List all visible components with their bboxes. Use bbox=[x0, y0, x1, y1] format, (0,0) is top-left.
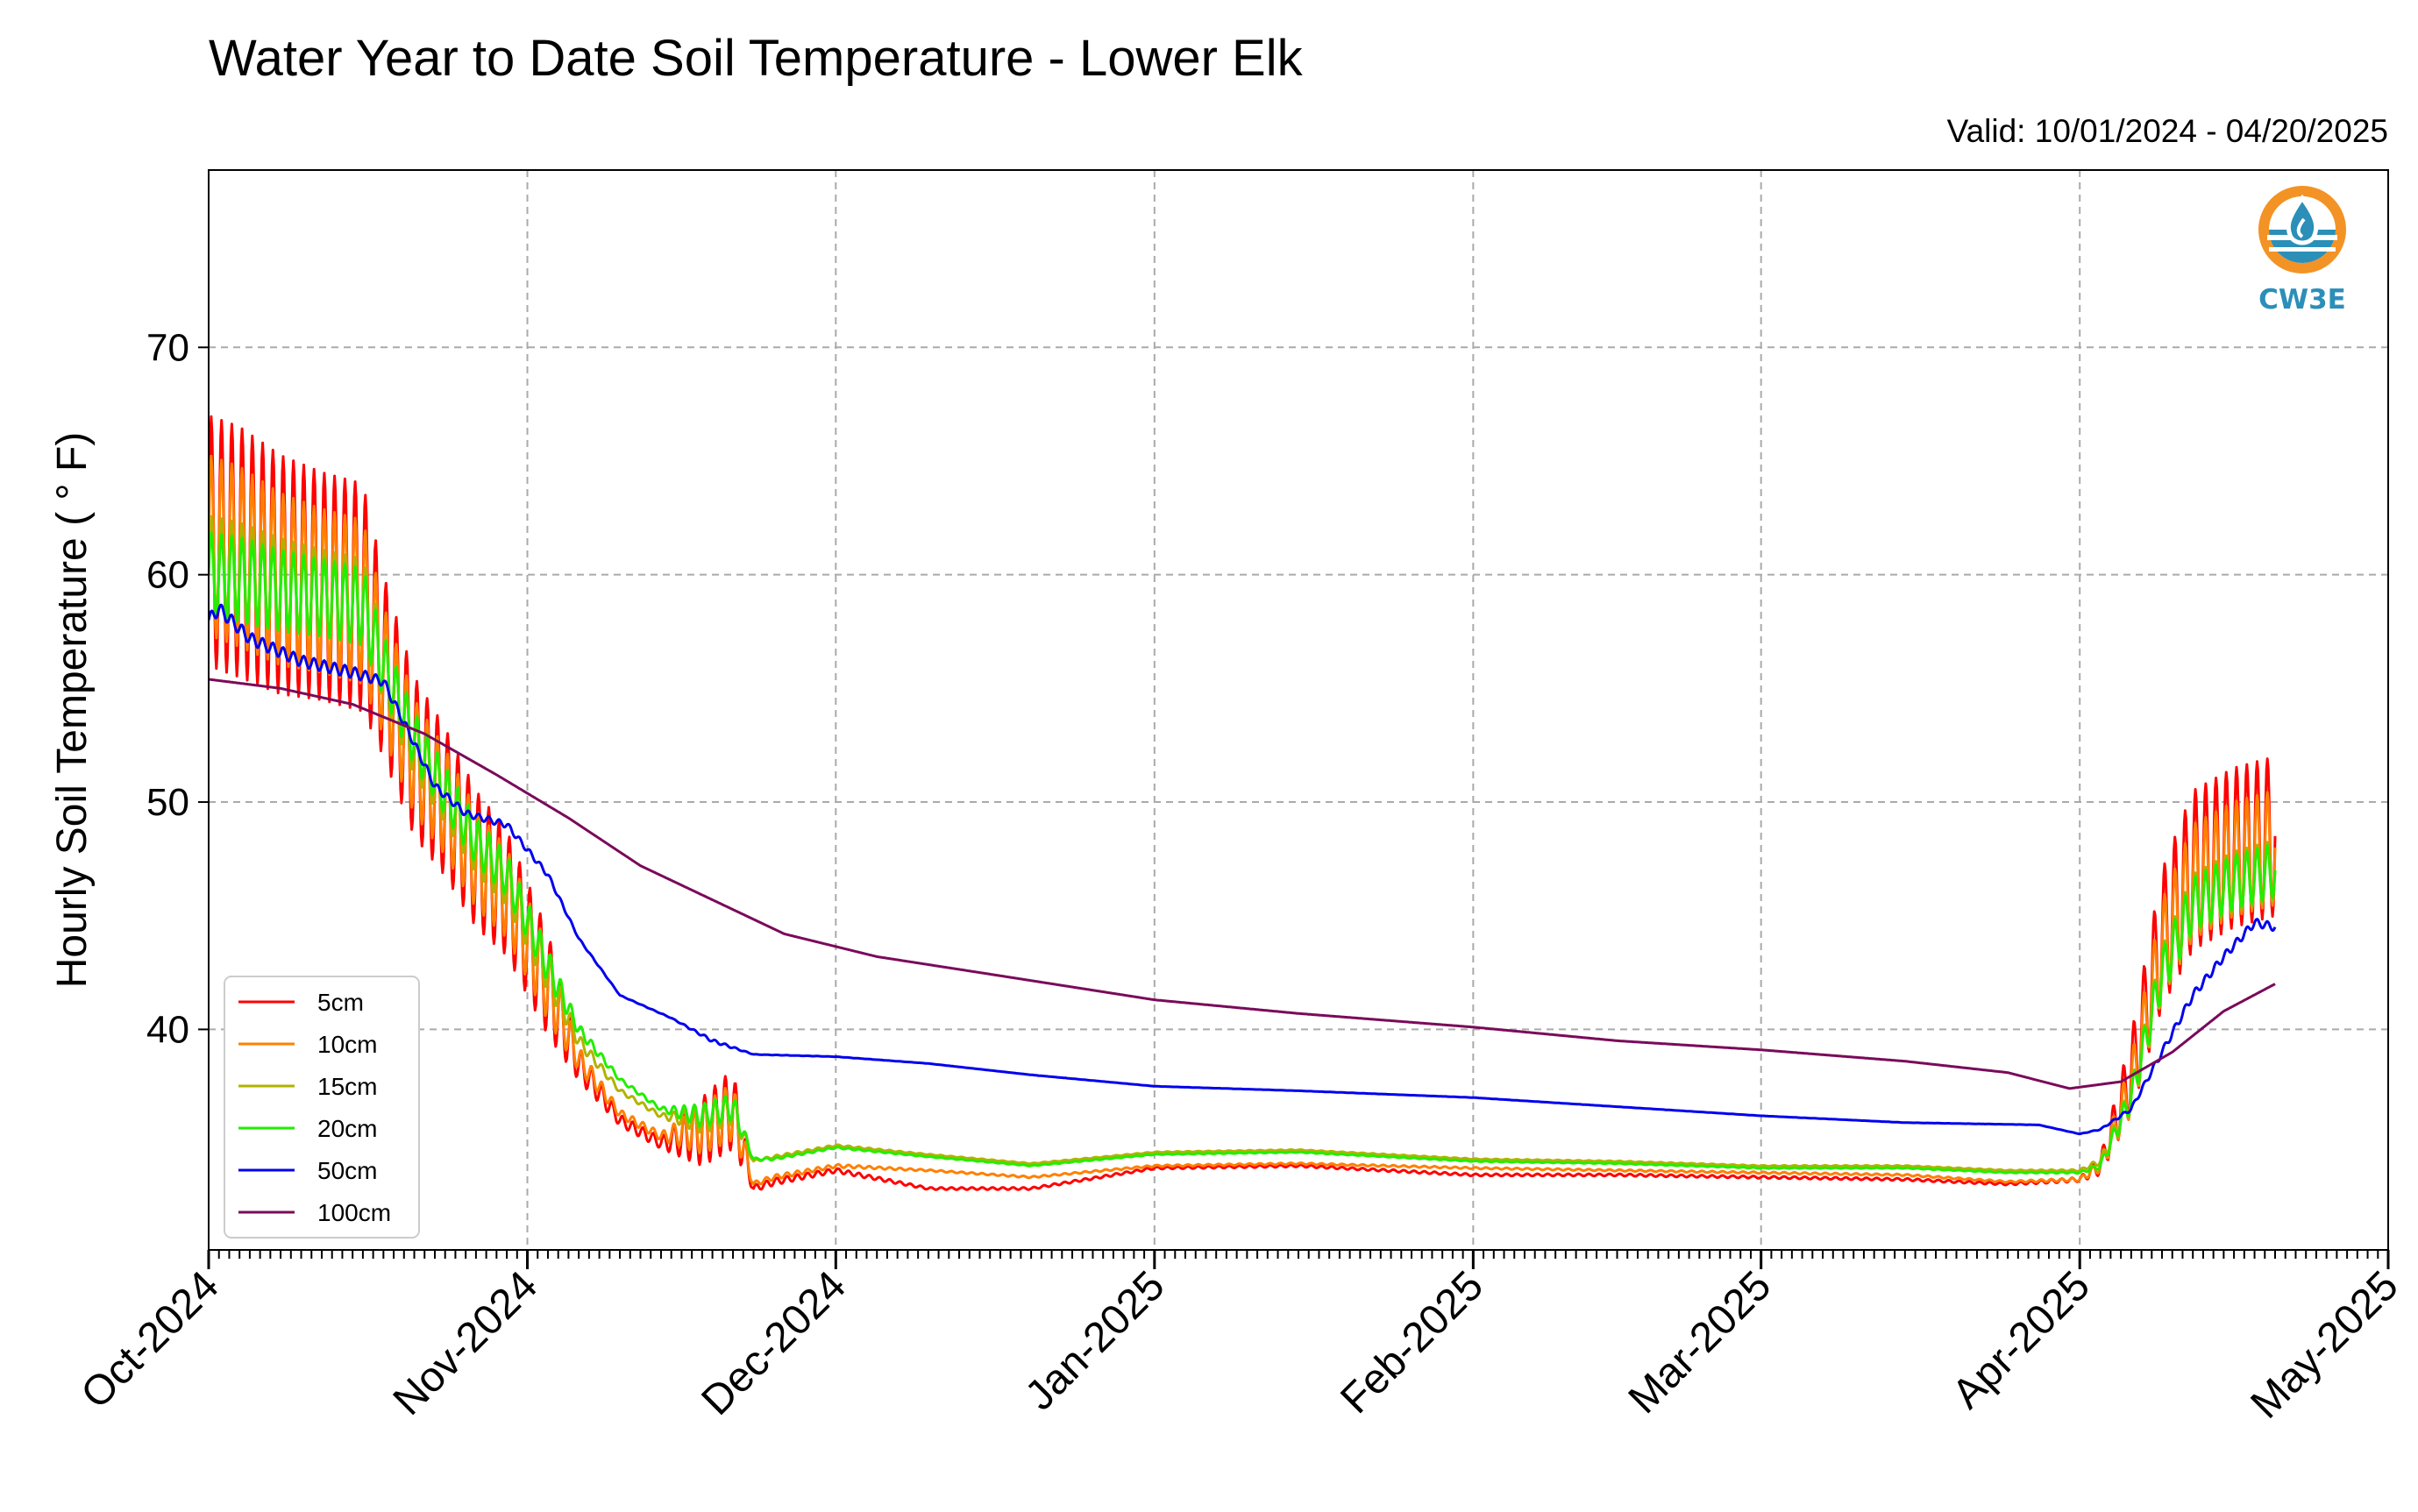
y-axis-label: Hourly Soil Temperature ( ° F) bbox=[49, 432, 96, 989]
logo-text: CW3E bbox=[2258, 284, 2346, 316]
legend-label-20cm: 20cm bbox=[317, 1115, 377, 1142]
legend-label-10cm: 10cm bbox=[317, 1031, 377, 1058]
y-tick-label: 60 bbox=[146, 554, 189, 597]
valid-range-label: Valid: 10/01/2024 - 04/20/2025 bbox=[1947, 113, 2388, 149]
series-line-50cm bbox=[209, 603, 2277, 1136]
chart-title: Water Year to Date Soil Temperature - Lo… bbox=[209, 30, 1304, 87]
legend-label-50cm: 50cm bbox=[317, 1157, 377, 1184]
cw3e-logo: CW3E bbox=[2258, 186, 2346, 316]
y-tick-label: 70 bbox=[146, 326, 189, 369]
water-drop-logo-icon bbox=[2258, 186, 2346, 273]
legend-label-15cm: 15cm bbox=[317, 1073, 377, 1100]
legend-label-100cm: 100cm bbox=[317, 1199, 391, 1226]
series-layer bbox=[209, 415, 2277, 1191]
y-tick-label: 50 bbox=[146, 781, 189, 824]
y-tick-label: 40 bbox=[146, 1008, 189, 1051]
axis-ticks bbox=[198, 346, 2390, 1269]
series-line-20cm bbox=[209, 531, 2277, 1175]
y-tick-labels: 40 50 60 70 bbox=[146, 326, 189, 1051]
legend: 5cm 10cm 15cm 20cm 50cm 100cm bbox=[224, 976, 420, 1239]
legend-label-5cm: 5cm bbox=[317, 989, 364, 1016]
legend-frame bbox=[224, 976, 420, 1239]
plot-area bbox=[209, 415, 2277, 1191]
series-line-100cm bbox=[209, 678, 2276, 1090]
